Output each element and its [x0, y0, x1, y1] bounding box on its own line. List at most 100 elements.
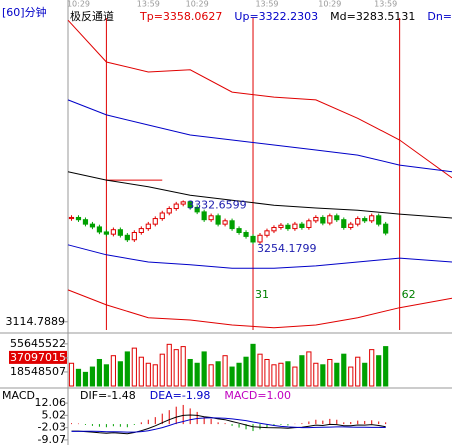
volume-bar — [166, 343, 172, 387]
volume-bar — [131, 347, 137, 387]
indicator-value: Dn=3244.1874 — [427, 10, 452, 23]
candle-body — [236, 228, 242, 234]
volume-bar — [96, 358, 103, 387]
volume-bar — [89, 366, 96, 387]
volume-bar — [271, 364, 277, 387]
candle-body — [166, 208, 172, 214]
dif-line — [71, 414, 386, 435]
volume-bar — [355, 356, 361, 387]
volume-bar — [159, 353, 165, 387]
volume-bar — [348, 366, 354, 387]
volume-bar — [236, 362, 242, 387]
candle-body — [362, 218, 368, 222]
volume-bar — [117, 361, 123, 387]
x-tick-label: 13:59 — [374, 0, 397, 9]
volume-bar — [243, 356, 249, 387]
candle-body — [348, 223, 354, 228]
x-tick-label: 10:29 — [186, 0, 209, 9]
candle-body — [82, 219, 89, 225]
volume-bar — [68, 362, 75, 387]
volume-bar — [187, 358, 193, 387]
candle-body — [75, 216, 82, 221]
candle-body — [271, 226, 277, 232]
volume-bar — [222, 355, 228, 387]
x-tick-label: 13:59 — [255, 0, 278, 9]
candle-body — [278, 224, 284, 228]
candle-body — [257, 234, 263, 243]
indicator-name: 极反通道 — [70, 9, 114, 23]
volume-bar — [152, 364, 158, 387]
volume-bar — [110, 355, 116, 387]
volume-bar — [173, 349, 179, 387]
candle-body — [369, 215, 375, 222]
dea-line — [71, 417, 386, 433]
volume-bar — [320, 364, 326, 387]
macd-tick-label: -2.03 — [38, 421, 66, 434]
volume-bar — [201, 351, 207, 387]
chart-title: [60]分钟 — [2, 5, 47, 19]
indicator-value: Tp=3358.0627 — [139, 10, 222, 23]
candle-body — [376, 215, 382, 225]
candle-body — [159, 212, 165, 220]
volume-bar — [82, 371, 89, 387]
candle-body — [327, 215, 333, 224]
indicator-value: Md=3283.5131 — [330, 10, 415, 23]
volume-tick-label: 55645522 — [10, 337, 66, 350]
channel-line — [67, 99, 452, 173]
candle-body — [306, 220, 312, 228]
channel-line — [67, 289, 452, 329]
volume-bar — [180, 346, 186, 387]
channel-line — [67, 244, 452, 269]
volume-tick-label: 37097015 — [10, 351, 66, 364]
x-tick-label: 13:59 — [137, 0, 160, 9]
volume-tick-highlight — [9, 350, 67, 364]
volume-bar — [292, 366, 298, 387]
candle-body — [250, 235, 256, 243]
candle-body — [89, 223, 96, 228]
volume-bar — [124, 351, 130, 387]
candle-body — [173, 203, 179, 210]
macd-tick-label: -9.07 — [38, 433, 66, 445]
x-tick-label: 10:29 — [318, 0, 341, 9]
candle-body — [320, 216, 326, 224]
volume-bar — [313, 362, 319, 387]
volume-bar — [306, 351, 312, 387]
volume-bar — [250, 343, 256, 387]
candle-body — [152, 218, 158, 225]
volume-bar — [369, 349, 375, 387]
volume-bar — [264, 358, 270, 387]
y-tick-label: 3114.7889 — [6, 315, 66, 328]
volume-tick-label: 18548507 — [10, 365, 66, 378]
candle-body — [243, 232, 249, 237]
volume-bar — [194, 362, 200, 387]
volume-bar — [383, 346, 389, 387]
candle-body — [334, 215, 340, 221]
candle-body — [103, 231, 109, 235]
candle-body — [383, 223, 389, 234]
volume-bar — [103, 364, 109, 387]
candle-body — [187, 201, 193, 208]
candle-body — [285, 224, 291, 230]
x-tick-label: 10:29 — [67, 0, 90, 9]
volume-bar — [285, 361, 291, 387]
candle-body — [341, 219, 347, 228]
volume-bar — [229, 366, 235, 387]
candle-body — [124, 234, 130, 241]
volume-bar — [208, 364, 214, 387]
candle-body — [110, 229, 116, 235]
candle-body — [180, 201, 186, 205]
annotation: 3332.6599 — [187, 198, 247, 211]
candle-body — [292, 223, 298, 230]
marker-label: 31 — [255, 288, 269, 301]
volume-bar — [299, 355, 305, 387]
volume-bar — [257, 353, 263, 387]
volume-bar — [362, 362, 368, 387]
volume-bar — [334, 362, 340, 387]
candle-body — [138, 228, 144, 234]
volume-bar — [341, 353, 347, 387]
candle-body — [215, 215, 221, 225]
candle-body — [96, 226, 103, 233]
channel-line — [67, 171, 452, 219]
indicator-value: Up=3322.2303 — [234, 10, 318, 23]
